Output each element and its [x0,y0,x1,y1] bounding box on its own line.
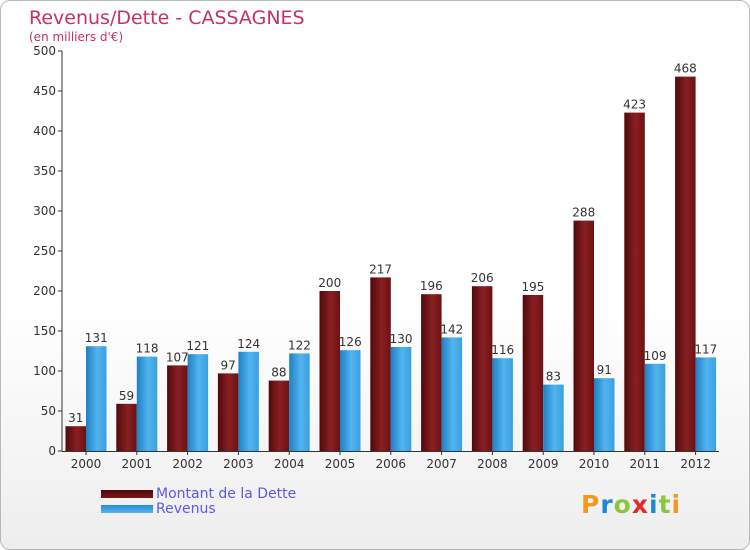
bar-revenus [86,346,107,451]
logo-letter: x [631,490,649,519]
bar-dette [319,291,340,451]
legend-label-dette: Montant de la Dette [156,486,297,502]
x-tick-label: 2003 [223,457,254,471]
data-label-dette: 97 [221,358,236,372]
bar-dette [421,294,442,451]
logo-letter: P [581,490,601,519]
proxiti-logo: Proxiti [581,490,681,519]
y-tick-label: 400 [33,124,56,138]
x-tick-label: 2006 [376,457,407,471]
bar-dette [522,295,544,451]
x-tick-label: 2002 [172,457,203,471]
data-label-revenus: 91 [597,363,612,377]
data-label-dette: 200 [318,276,341,290]
data-label-revenus: 124 [237,337,260,351]
x-tick-label: 2005 [325,457,356,471]
legend-swatch-revenus [101,505,153,513]
x-tick-label: 2000 [71,457,102,471]
chart-title: Revenus/Dette - CASSAGNES [29,7,305,29]
data-label-dette: 423 [623,98,646,112]
bar-revenus [289,353,310,451]
data-label-dette: 206 [471,271,494,285]
data-label-dette: 59 [119,389,134,403]
data-label-revenus: 142 [440,322,463,336]
data-label-dette: 195 [521,280,544,294]
bar-dette [167,365,188,451]
x-tick-label: 2007 [426,457,457,471]
y-tick-label: 450 [33,84,56,98]
bar-revenus [543,384,564,451]
bar-dette [268,380,290,451]
data-label-revenus: 131 [85,331,108,345]
y-tick-label: 0 [48,444,56,458]
bar-revenus [340,350,361,451]
logo-letter: r [600,490,614,519]
data-label-revenus: 83 [546,370,561,384]
data-label-revenus: 116 [491,343,514,357]
y-tick-label: 150 [33,324,56,338]
y-tick-label: 100 [33,364,56,378]
y-tick-label: 300 [33,204,56,218]
bar-revenus [492,358,513,451]
y-tick-label: 200 [33,284,56,298]
logo-letter: i [671,490,682,519]
y-tick-label: 500 [33,44,56,58]
logo-letter: o [613,490,632,519]
data-label-dette: 468 [674,62,697,76]
data-label-dette: 31 [68,411,83,425]
bar-revenus [441,337,463,451]
y-tick-label: 250 [33,244,56,258]
bar-dette [65,426,86,451]
data-label-dette: 288 [572,206,595,220]
data-label-revenus: 121 [186,339,209,353]
bar-dette [471,286,493,451]
logo-letter: t [658,490,672,519]
chart-subtitle: (en milliers d'€) [29,30,124,44]
bar-revenus [390,347,412,451]
x-tick-label: 2001 [122,457,153,471]
x-tick-label: 2012 [680,457,711,471]
bar-dette [675,76,696,451]
x-tick-label: 2011 [630,457,661,471]
bar-revenus [644,363,666,451]
data-label-dette: 217 [369,262,392,276]
data-label-dette: 107 [166,350,189,364]
x-tick-label: 2009 [528,457,559,471]
bar-revenus [136,356,158,451]
y-tick-label: 350 [33,164,56,178]
bar-revenus [695,357,717,451]
data-label-revenus: 117 [694,342,717,356]
y-tick-label: 50 [41,404,56,418]
bar-revenus [187,354,209,451]
data-label-revenus: 130 [390,332,413,346]
x-tick-label: 2010 [579,457,610,471]
data-label-revenus: 126 [339,335,362,349]
x-tick-label: 2004 [274,457,305,471]
data-label-dette: 196 [420,279,443,293]
bar-dette [624,112,645,451]
bar-revenus [594,378,615,451]
data-label-revenus: 122 [288,338,311,352]
bar-dette [217,373,239,451]
data-label-revenus: 109 [644,349,667,363]
bar-dette [116,403,137,451]
bar-dette [573,220,594,451]
bar-revenus [238,351,259,451]
data-label-revenus: 118 [136,342,159,356]
x-tick-label: 2008 [477,457,508,471]
data-label-dette: 88 [271,366,286,380]
legend-label-revenus: Revenus [156,501,216,517]
logo-letter: i [649,490,659,519]
bar-dette [370,277,391,451]
legend-swatch-dette [101,490,153,498]
